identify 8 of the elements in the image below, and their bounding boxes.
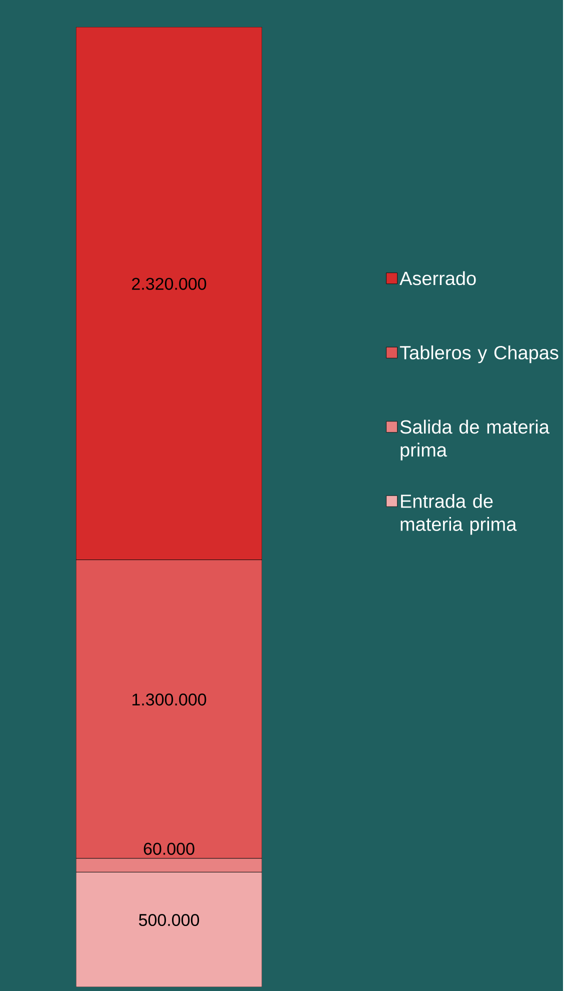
data-label: 60.000 [144, 842, 195, 855]
data-label: 2.320.000 [132, 278, 206, 290]
legend-label: Entrada de materia prima [401, 494, 517, 535]
data-label: 1.300.000 [132, 694, 206, 706]
data-label: 500.000 [139, 914, 200, 926]
legend-label: Salida de materia prima [400, 420, 550, 460]
legend-label: Tableros y Chapas [400, 345, 558, 364]
legend-label: Aserrado [400, 271, 476, 286]
